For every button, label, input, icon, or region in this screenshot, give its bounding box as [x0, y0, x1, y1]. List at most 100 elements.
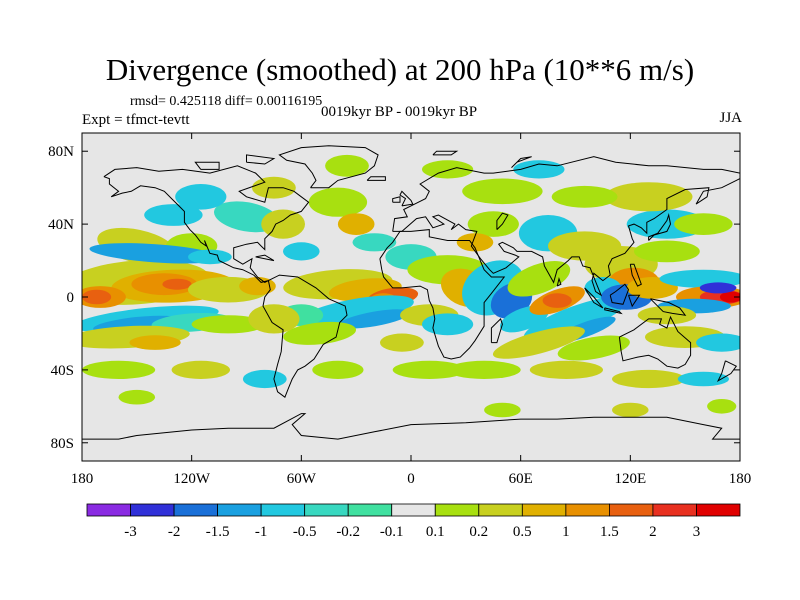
coastline: [650, 298, 687, 316]
field-region: [699, 282, 737, 294]
field-region: [707, 399, 737, 414]
colorbar-label: -1: [255, 524, 268, 540]
field-region: [696, 333, 740, 352]
field-region: [677, 371, 730, 387]
coastline: [432, 150, 459, 156]
divergence-field: [82, 154, 740, 418]
x-tick-label: 120W: [173, 471, 211, 487]
field-region: [551, 185, 618, 208]
y-tick-label: 40S: [51, 363, 74, 379]
field-region: [542, 293, 572, 308]
coastline: [609, 283, 630, 305]
field-region: [447, 360, 521, 379]
coastline: [584, 287, 604, 309]
y-tick-label: 0: [67, 290, 75, 306]
field-region: [604, 182, 693, 212]
field-region: [82, 289, 112, 305]
colorbar-swatch: [391, 503, 436, 517]
colorbar-label: -2: [168, 524, 181, 540]
coastline: [194, 161, 220, 170]
colorbar-label: 3: [693, 524, 701, 540]
coastline: [392, 178, 740, 297]
field-region: [261, 209, 305, 239]
field-region: [283, 242, 320, 261]
coastline: [604, 307, 623, 315]
colorbar-swatch: [86, 503, 131, 517]
colorbar-swatch: [434, 503, 480, 517]
field-region: [129, 335, 181, 350]
coastline: [262, 274, 348, 398]
coastline: [556, 277, 562, 287]
colorbar-label: -0.2: [336, 524, 360, 540]
field-region: [634, 240, 700, 263]
x-tick-label: 60E: [509, 471, 533, 487]
coastline: [716, 360, 738, 383]
field-region: [144, 204, 203, 226]
x-tick-label: 0: [407, 471, 415, 487]
field-region: [674, 213, 733, 236]
coastline: [82, 413, 740, 440]
colorbar-label: 0.1: [426, 524, 445, 540]
field-region: [422, 160, 474, 179]
field-region: [325, 154, 369, 177]
y-tick-label: 40N: [48, 217, 74, 233]
coastline: [246, 154, 276, 165]
coastline: [490, 317, 503, 344]
y-tick-label: 80N: [48, 144, 74, 160]
x-tick-label: 180: [729, 471, 752, 487]
coastline: [496, 212, 509, 230]
colorbar-label: -0.1: [380, 524, 404, 540]
field-region: [283, 321, 357, 345]
field-region: [507, 261, 571, 297]
colorbar-label: 0.2: [469, 524, 488, 540]
colorbar-swatch: [130, 503, 175, 517]
period-label: 0019kyr BP - 0019kyr BP: [321, 104, 478, 120]
field-region: [298, 295, 414, 328]
coastline: [392, 196, 401, 203]
field-region: [422, 313, 474, 336]
y-tick-label: 80S: [51, 436, 74, 452]
field-region: [462, 178, 543, 205]
coastline: [648, 213, 672, 241]
colorbar-swatch: [696, 503, 741, 517]
colorbar-label: 0.5: [513, 524, 532, 540]
coastline: [629, 263, 642, 287]
field-region: [118, 389, 156, 405]
x-tick-label: 180: [71, 471, 94, 487]
field-region: [82, 360, 156, 379]
stats-label: rmsd= 0.425118 diff= 0.00116195: [130, 94, 323, 109]
coastline: [399, 190, 414, 207]
field-region: [338, 309, 411, 329]
field-region: [248, 304, 300, 334]
field-region: [175, 184, 227, 210]
colorbar-swatch: [565, 503, 610, 517]
field-region: [188, 249, 232, 265]
colorbar-swatch: [478, 503, 523, 517]
field-region: [337, 213, 375, 236]
colorbar-swatch: [260, 503, 306, 517]
axis-ticks: 180 120W 60W 0 60E 120E 180 80N 40N 0 40S 80S: [48, 133, 751, 487]
chart-title: Divergence (smoothed) at 200 hPa (10**6 …: [105, 52, 695, 87]
field-region: [89, 243, 221, 264]
season-label: JJA: [719, 110, 742, 126]
colorbar: -3 -2 -1.5 -1 -0.5 -0.2 -0.1 0.1 0.2 0.5 1 1.5 2 3: [86, 503, 741, 540]
coastline: [366, 176, 386, 181]
colorbar-swatch: [652, 503, 697, 517]
colorbar-swatch: [609, 503, 654, 517]
coastline: [103, 165, 310, 283]
colorbar-swatch: [173, 503, 219, 517]
field-region: [312, 360, 364, 379]
field-region: [308, 187, 368, 217]
field-region: [612, 402, 649, 418]
coastlines: [82, 145, 740, 440]
field-region: [380, 333, 424, 352]
colorbar-label: 1: [562, 524, 570, 540]
colorbar-swatch: [304, 503, 349, 517]
colorbar-swatch: [521, 503, 567, 517]
x-tick-label: 60W: [287, 471, 317, 487]
coastline: [511, 156, 532, 168]
colorbar-swatch: [217, 503, 262, 517]
coastline: [628, 294, 641, 308]
field-region: [467, 211, 519, 237]
